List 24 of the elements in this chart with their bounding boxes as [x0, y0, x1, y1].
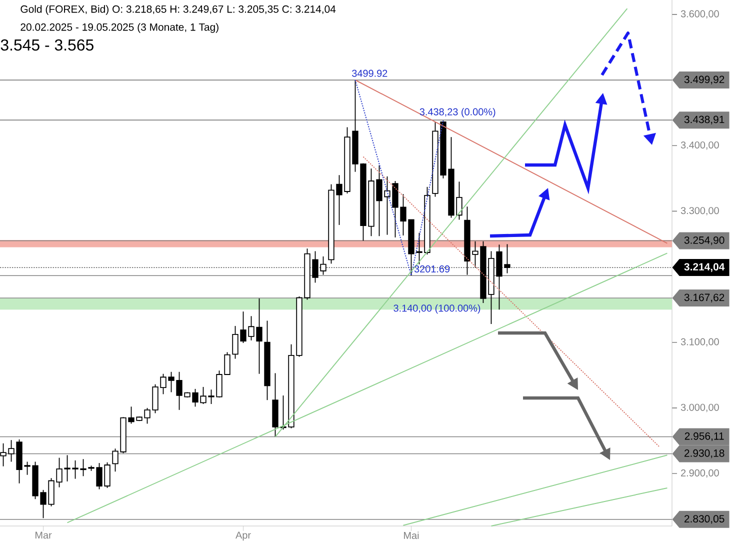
y-tick-label: 3.000,00 — [680, 404, 719, 412]
y-tick-label: 3.600,00 — [680, 10, 719, 19]
ref-line-label: 2.930,18 — [684, 449, 724, 458]
x-tick-label: Mai — [404, 532, 419, 540]
ref-line-label: 3.438,91 — [684, 116, 724, 124]
y-tick-label: 2.900,00 — [681, 469, 719, 478]
x-tick-label: Apr — [236, 532, 251, 541]
ref-line-label: 3.254,90 — [684, 236, 724, 246]
annotation: 3.438,23 (0.00%) — [420, 108, 496, 118]
ref-line-label: 3.499,92 — [684, 76, 724, 84]
annotation: 3.140,00 (100.00%) — [394, 304, 480, 314]
x-tick-label: Mar — [36, 532, 52, 539]
y-tick-label: 3.100,00 — [680, 338, 719, 346]
text: 20.02.2025 - 19.05.2025 (3 Monate, 1 Tag) — [20, 23, 218, 33]
y-tick-label: 3.300,00 — [680, 207, 719, 216]
chart-title: Gold (FOREX, Bid) O: 3.218,65 H: 3.249,67 L: 3.205,35 C: 3.214,04 — [20, 5, 336, 15]
annotation: 3499.92 — [352, 70, 388, 77]
ref-line-label: 3.167,62 — [684, 294, 724, 302]
annotation: 3201.69 — [414, 265, 450, 272]
ref-line-label: 2.956,11 — [684, 432, 724, 442]
annotation: 3.545 - 3.565 — [0, 39, 94, 51]
ref-line-label: 3.214,04 — [684, 263, 725, 272]
ref-line-label: 2.830,05 — [684, 515, 724, 524]
y-tick-label: 3.400,00 — [680, 141, 719, 150]
